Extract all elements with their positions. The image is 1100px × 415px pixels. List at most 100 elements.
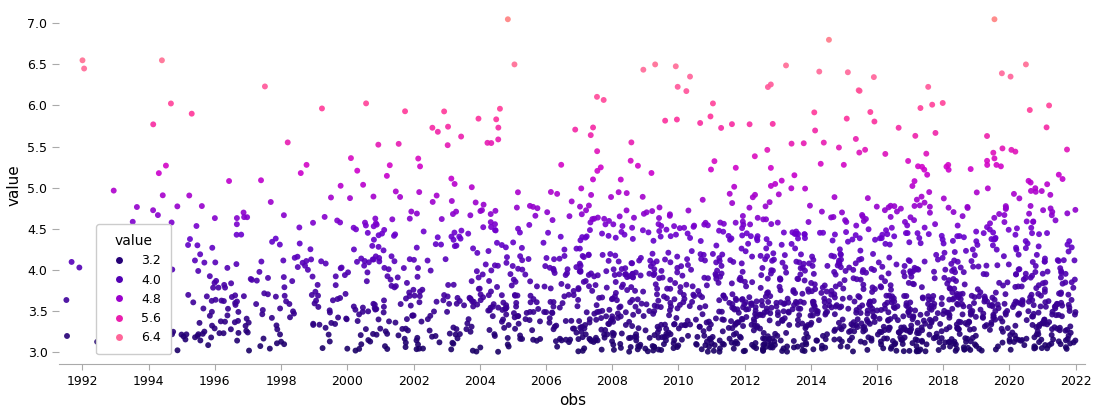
Point [482,211,499,217]
Point [762,221,780,227]
Point [581,227,598,233]
Point [168,203,186,210]
Point [607,234,625,241]
Point [950,318,968,325]
Point [321,307,339,314]
Point [692,120,710,126]
Point [609,258,627,265]
Point [198,293,216,300]
Point [538,209,556,215]
Point [406,292,424,299]
Point [910,266,927,273]
Point [177,331,195,338]
Point [627,269,645,276]
Point [949,301,967,308]
Point [620,273,638,280]
Point [1006,322,1024,329]
Point [255,290,273,297]
Point [860,301,878,308]
Point [352,255,370,262]
Point [356,219,374,226]
Point [877,278,894,285]
Point [758,308,776,315]
Point [1006,332,1024,339]
Point [671,302,689,308]
Point [584,176,602,183]
Point [912,346,930,353]
Point [847,310,865,316]
Point [762,81,780,88]
Point [758,290,776,296]
Point [805,302,823,309]
Point [603,194,620,200]
Point [214,298,232,304]
Point [843,321,860,327]
Y-axis label: value: value [7,165,22,206]
Point [695,332,713,339]
Point [976,293,993,300]
Point [917,341,935,348]
Point [358,100,375,107]
Point [993,70,1011,77]
Point [638,209,656,216]
Point [629,346,647,353]
Point [1053,313,1070,320]
Point [850,149,868,156]
Point [569,303,586,310]
Point [403,208,420,215]
Point [683,248,701,254]
Point [573,329,591,335]
Point [370,232,387,239]
Point [912,240,930,247]
Point [504,263,521,269]
Point [746,191,763,198]
Point [1003,329,1021,336]
Point [880,309,898,315]
Point [617,322,635,328]
Point [1006,298,1024,305]
Point [688,342,705,348]
Point [888,208,905,215]
Point [428,192,446,199]
Point [748,313,766,320]
Point [1036,258,1054,265]
Point [714,228,732,235]
Point [736,347,754,354]
Point [409,155,427,162]
Point [191,337,209,344]
Point [679,256,696,262]
Point [161,311,178,317]
Point [1000,227,1018,233]
Point [455,302,473,309]
Point [656,293,673,300]
Point [285,310,303,317]
Point [761,199,779,205]
Point [507,278,525,285]
Point [826,336,844,343]
Point [947,341,965,348]
Point [793,290,811,297]
Point [800,219,817,225]
Point [1033,188,1050,194]
Point [674,299,692,305]
Point [386,258,404,264]
Point [923,303,940,309]
Point [866,286,883,293]
Point [206,215,223,222]
Point [832,246,849,253]
Point [404,312,421,319]
Point [883,293,901,300]
Point [886,203,903,210]
Point [1027,263,1045,269]
Point [798,341,815,348]
Point [597,313,615,320]
Point [602,317,619,324]
Point [217,284,234,291]
Point [658,295,675,302]
Point [158,278,176,285]
Point [238,327,255,334]
Point [607,290,625,296]
Point [722,257,739,264]
Point [666,223,683,229]
Point [1050,171,1068,178]
